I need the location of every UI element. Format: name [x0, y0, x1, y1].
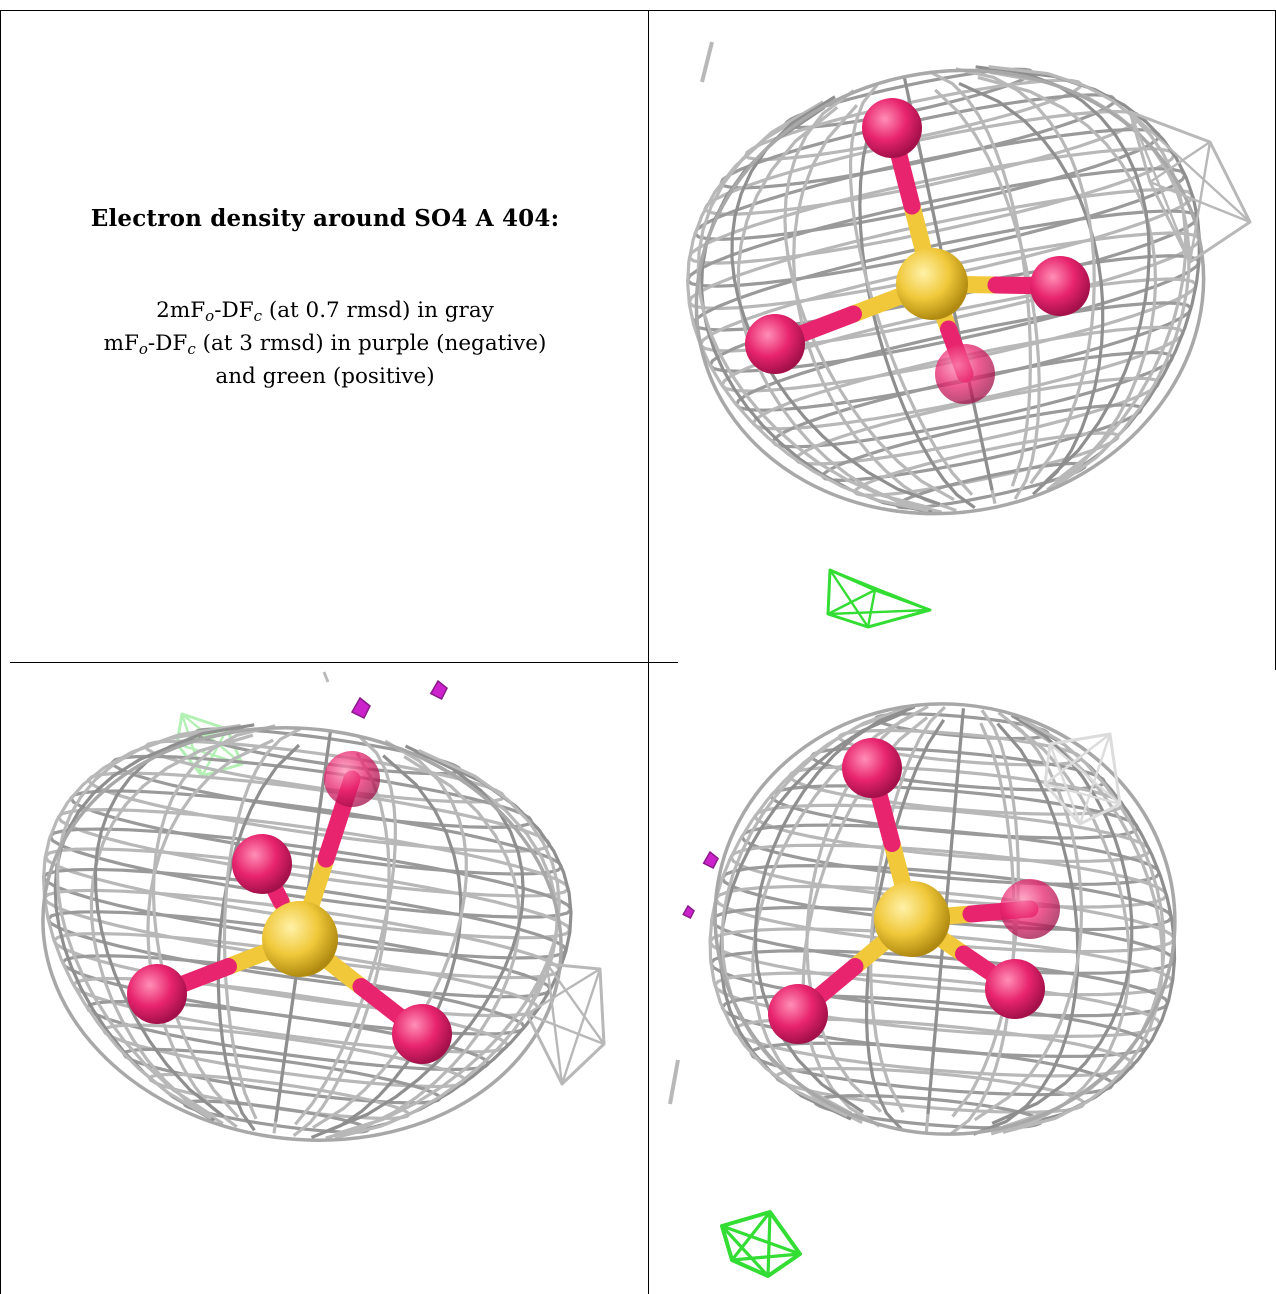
caption-line-2fofc: 2mFo-DFc (at 0.7 rmsd) in gray — [156, 298, 494, 325]
stray-mesh-fragment — [668, 1059, 680, 1105]
density-mesh-lobe — [525, 962, 606, 1086]
stray-mesh-fragment — [700, 41, 714, 83]
density-mesh-positive — [720, 1210, 802, 1278]
caption-line-fofc: mFo-DFc (at 3 rmsd) in purple (negative) — [103, 331, 547, 358]
oxygen-atom-4 — [392, 1004, 452, 1064]
border-middle-horizontal — [10, 662, 678, 663]
sulfur-atom — [262, 901, 338, 977]
oxygen-atom-4 — [985, 959, 1045, 1019]
border-left — [0, 10, 1, 1294]
view-top-right — [650, 12, 1274, 660]
density-render-bottom-left — [41, 671, 606, 1142]
sulfur-atom — [896, 248, 968, 320]
stray-mesh-fragment — [322, 671, 330, 683]
caption-line-colors: and green (positive) — [215, 364, 435, 389]
border-middle-vertical — [648, 10, 649, 1294]
density-mesh-negative-1 — [350, 696, 371, 720]
density-mesh-2fofc — [708, 702, 1177, 1136]
density-mesh-negative-2 — [682, 904, 695, 920]
density-mesh-lobe — [1043, 732, 1122, 826]
oxygen-atom-2 — [1000, 879, 1060, 939]
density-mesh-negative-1 — [702, 850, 719, 870]
density-mesh-lobe — [1128, 110, 1252, 264]
caption: Electron density around SO4 A 404: 2mFo-… — [10, 205, 640, 393]
oxygen-atom-1 — [232, 834, 292, 894]
oxygen-atom-2 — [324, 751, 380, 807]
oxygen-atom-1 — [842, 738, 902, 798]
oxygen-atom-4 — [935, 344, 995, 404]
density-mesh-positive — [826, 568, 932, 629]
sulfur-atom — [874, 881, 950, 957]
density-mesh-negative-2 — [429, 679, 448, 701]
caption-title: Electron density around SO4 A 404: — [90, 205, 560, 232]
border-top — [0, 10, 1276, 11]
oxygen-atom-1 — [862, 98, 922, 158]
oxygen-atom-3 — [745, 314, 805, 374]
oxygen-atom-3 — [127, 964, 187, 1024]
view-bottom-right — [650, 664, 1274, 1294]
view-bottom-left — [2, 664, 646, 1294]
density-render-bottom-right — [668, 702, 1177, 1278]
density-render-top-right — [686, 41, 1252, 629]
oxygen-atom-2 — [1030, 256, 1090, 316]
oxygen-atom-3 — [768, 984, 828, 1044]
